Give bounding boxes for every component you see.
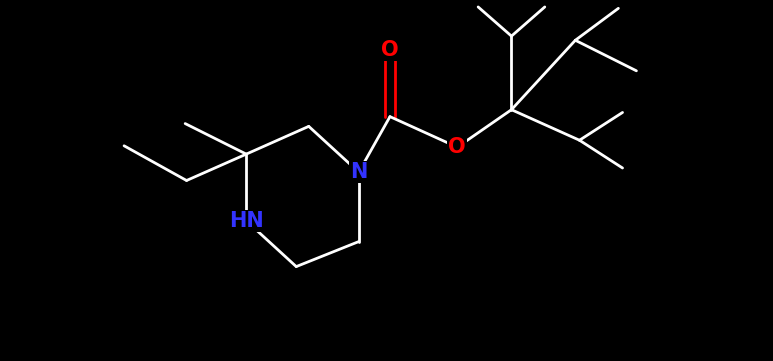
Text: O: O xyxy=(448,137,466,157)
Text: O: O xyxy=(381,40,399,60)
Text: N: N xyxy=(350,162,367,182)
Text: HN: HN xyxy=(229,211,264,231)
